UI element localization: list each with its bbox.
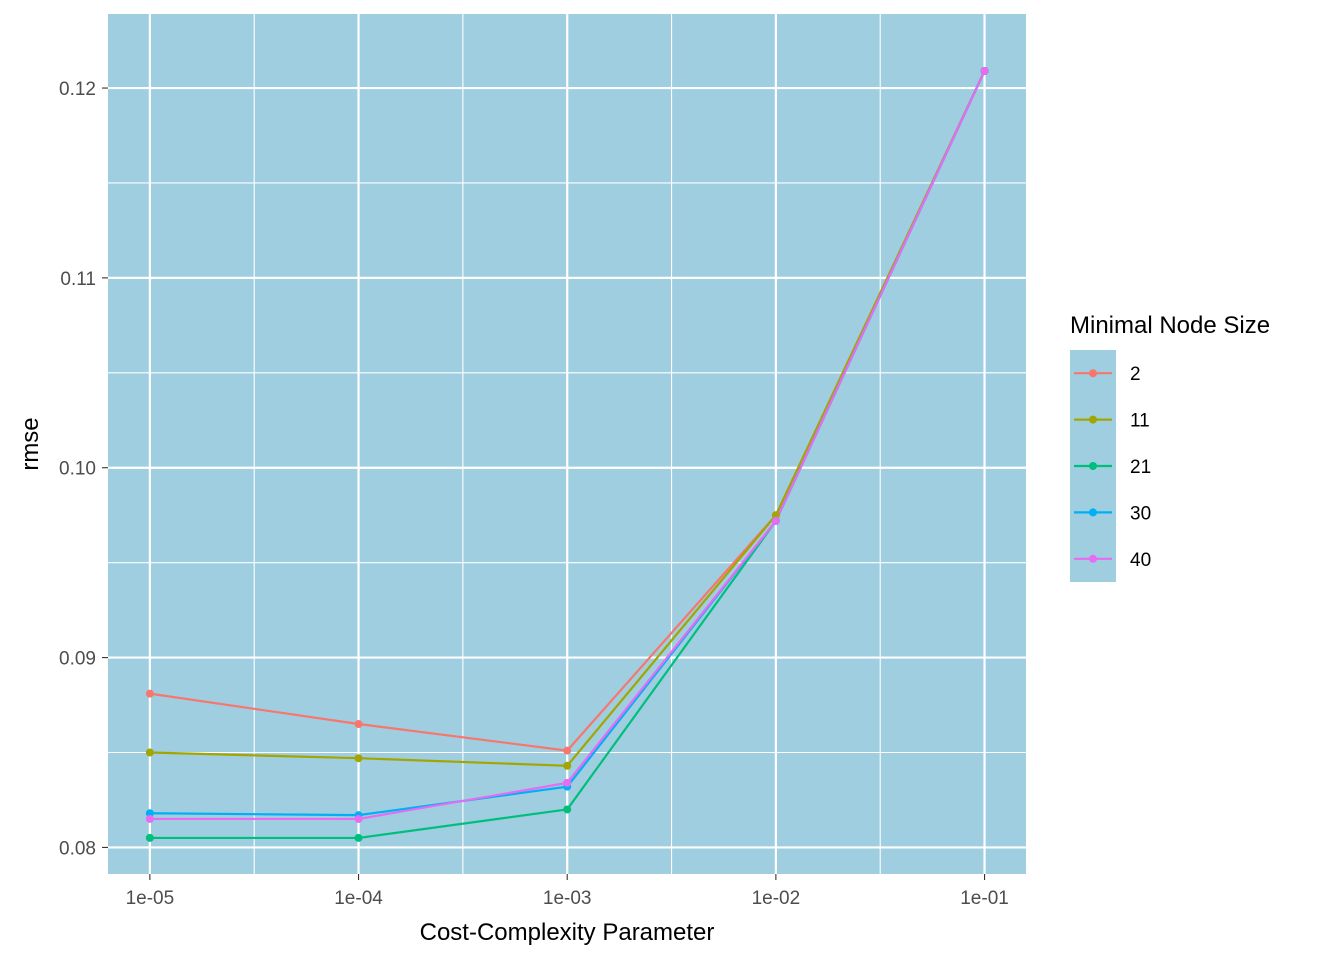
legend-label: 21 bbox=[1130, 457, 1151, 478]
data-point bbox=[145, 814, 154, 823]
data-point bbox=[771, 511, 780, 520]
data-point bbox=[145, 748, 154, 757]
legend-label: 40 bbox=[1130, 550, 1151, 571]
data-point bbox=[354, 720, 363, 729]
legend-key-point bbox=[1089, 415, 1097, 424]
y-axis: 0.08 0.09 0.10 0.11 0.12 bbox=[59, 79, 108, 859]
x-tick-label: 1e-03 bbox=[543, 888, 592, 909]
legend-key-point bbox=[1089, 462, 1097, 470]
legend-key-point bbox=[1089, 554, 1097, 563]
data-point bbox=[145, 809, 154, 818]
x-axis-title: Cost-Complexity Parameter bbox=[420, 919, 715, 946]
data-point bbox=[354, 814, 363, 823]
data-point bbox=[563, 778, 572, 787]
x-tick-label: 1e-02 bbox=[752, 888, 801, 909]
data-point bbox=[145, 689, 154, 698]
legend-label: 2 bbox=[1130, 364, 1141, 385]
y-tick-label: 0.11 bbox=[60, 269, 96, 290]
y-tick-label: 0.10 bbox=[59, 459, 96, 480]
y-tick-label: 0.12 bbox=[59, 79, 96, 100]
major-grid bbox=[108, 14, 1026, 874]
x-tick-label: 1e-05 bbox=[126, 888, 175, 909]
x-axis: 1e-05 1e-04 1e-03 1e-02 1e-01 bbox=[126, 874, 1009, 909]
data-point bbox=[980, 66, 989, 75]
legend-title: Minimal Node Size bbox=[1070, 312, 1270, 339]
legend-label: 11 bbox=[1130, 411, 1150, 432]
data-point bbox=[563, 805, 572, 814]
data-point bbox=[563, 746, 572, 755]
data-point bbox=[354, 833, 363, 842]
y-tick-label: 0.08 bbox=[59, 838, 96, 859]
legend-key-point bbox=[1089, 508, 1097, 517]
data-point bbox=[771, 516, 780, 525]
data-point bbox=[354, 754, 363, 763]
legend-key-point bbox=[1089, 369, 1097, 378]
data-point bbox=[563, 761, 572, 770]
x-tick-label: 1e-01 bbox=[960, 888, 1009, 909]
x-tick-label: 1e-04 bbox=[334, 888, 383, 909]
y-tick-label: 0.09 bbox=[59, 649, 96, 670]
y-axis-title: rmse bbox=[17, 417, 44, 470]
legend-label: 30 bbox=[1130, 503, 1151, 524]
series-points bbox=[145, 66, 989, 842]
legend: Minimal Node Size 2 11 21 30 40 bbox=[1070, 312, 1270, 582]
legend-items: 2 11 21 30 40 bbox=[1074, 364, 1151, 571]
data-point bbox=[145, 833, 154, 842]
